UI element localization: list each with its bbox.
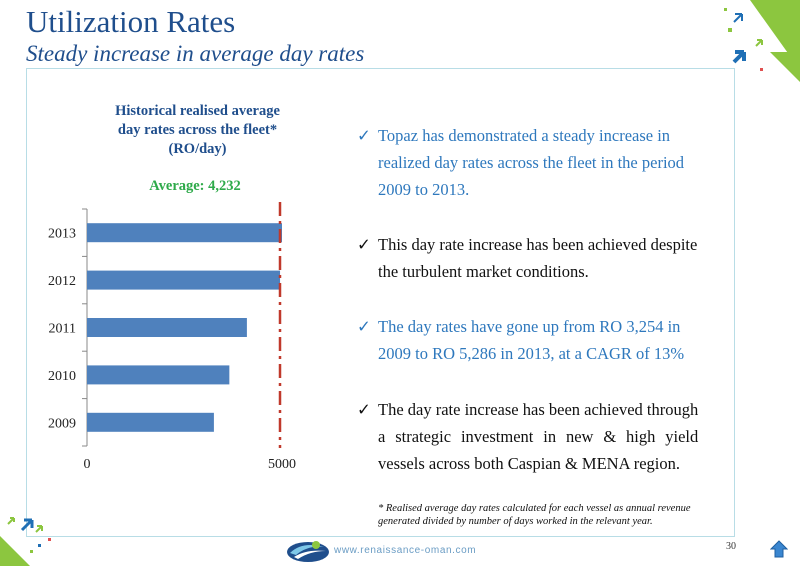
footer-url[interactable]: www.renaissance-oman.com [334,545,477,556]
bullet-line: The day rates have gone up from RO 3,254… [378,317,681,336]
home-button[interactable] [770,540,788,558]
check-mark-icon: ✓ [357,235,371,254]
check-mark-icon: ✓ [357,126,371,145]
renaissance-logo-icon [287,541,329,562]
bullet-line: This day rate increase has been achieved… [378,235,698,254]
chart-title-line: day rates across the fleet* [117,122,278,138]
slide-subtitle: Steady increase in average day rates [26,41,365,66]
bullet-item: ✓ The day rates have gone up from RO 3,2… [357,313,684,367]
bullet-item: ✓ The day rate increase has been achieve… [357,396,698,477]
bullet-line: a strategic investment in new & high yie… [378,427,699,446]
bar-2012 [87,270,281,290]
bar-2009 [87,412,214,432]
decorative-arrows-icon [724,0,800,82]
y-tick-label: 2009 [48,416,76,431]
footnote-line: generated divided by number of days work… [378,516,653,527]
y-tick-label: 2013 [48,227,76,242]
y-tick-label: 2012 [48,274,76,289]
bullet-line: realized day rates across the fleet in t… [378,153,685,172]
bullet-item: ✓ Topaz has demonstrated a steady increa… [357,122,684,203]
bullet-item: ✓ This day rate increase has been achiev… [357,231,697,285]
day-rates-bar-chart: 2013 2012 2011 2010 2009 0 5000 [48,202,296,472]
bar-2013 [87,223,282,243]
bullet-line: Topaz has demonstrated a steady increase… [378,126,671,145]
bar-2011 [87,318,247,337]
x-tick-label: 0 [84,457,91,472]
bar-2010 [87,365,230,385]
bullet-line: 2009 to RO 5,286 in 2013, at a CAGR of 1… [378,344,685,363]
chart-title: Historical realised average day rates ac… [90,102,305,159]
bullet-line: The day rate increase has been achieved … [378,400,699,419]
footnote: * Realised average day rates calculated … [378,502,733,528]
x-tick-label: 5000 [268,457,296,472]
y-tick-label: 2011 [49,322,76,337]
slide-title: Utilization Rates [26,4,236,39]
chart-title-line: (RO/day) [168,141,227,157]
bullet-line: vessels across both Caspian & MENA regio… [378,454,681,473]
check-mark-icon: ✓ [357,317,371,336]
decorative-arrows-icon [0,517,51,566]
content-frame [26,68,735,537]
footnote-line: * Realised average day rates calculated … [378,503,691,514]
bullet-line: 2009 to 2013. [378,180,470,199]
chart-title-line: Historical realised average [115,103,280,119]
bullet-line: the turbulent market conditions. [378,262,589,281]
page-number: 30 [726,541,736,552]
check-mark-icon: ✓ [357,400,371,419]
y-tick-label: 2010 [48,369,76,384]
chart-average-label: Average: 4,232 [149,178,241,194]
